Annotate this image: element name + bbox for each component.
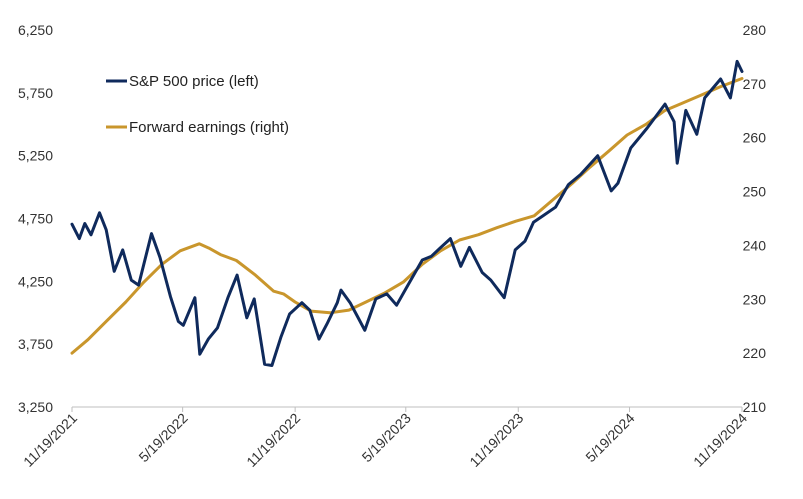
left-axis-ticks: 3,250 3,750 4,250 4,750 5,250 5,750 6,250 (18, 22, 53, 415)
left-tick-label: 5,250 (18, 148, 53, 164)
right-tick-label: 240 (743, 237, 767, 253)
left-tick-label: 6,250 (18, 22, 53, 38)
left-tick-label: 4,750 (18, 211, 53, 227)
x-tick-label: 5/19/2024 (582, 410, 638, 466)
x-tick-label: 11/19/2023 (466, 410, 526, 470)
right-tick-label: 250 (743, 184, 767, 200)
legend-label-sp500: S&P 500 price (left) (129, 73, 259, 90)
right-axis-ticks: 210 220 230 240 250 260 270 280 (743, 22, 767, 415)
left-tick-label: 5,750 (18, 85, 53, 101)
series-layer (70, 59, 744, 367)
x-tick-label: 5/19/2023 (359, 410, 415, 466)
x-tick-label: 5/19/2022 (135, 410, 191, 466)
forward-earnings-line (70, 77, 744, 355)
legend: S&P 500 price (left) Forward earnings (ri… (106, 73, 289, 136)
left-tick-label: 3,750 (18, 336, 53, 352)
sp500-price-line (70, 59, 744, 367)
x-tick-label: 11/19/2022 (243, 410, 303, 470)
left-tick-label: 3,250 (18, 399, 53, 415)
x-axis-ticks: 11/19/2021 5/19/2022 11/19/2022 5/19/2023 11… (20, 407, 750, 470)
right-tick-label: 210 (743, 399, 767, 415)
right-tick-label: 260 (743, 130, 767, 146)
legend-label-forward-earnings: Forward earnings (right) (129, 119, 289, 136)
right-tick-label: 270 (743, 76, 767, 92)
right-tick-label: 230 (743, 291, 767, 307)
right-tick-label: 220 (743, 345, 767, 361)
x-tick-label: 11/19/2021 (20, 410, 80, 470)
right-tick-label: 280 (743, 22, 767, 38)
x-tick-label: 11/19/2024 (690, 410, 750, 470)
left-tick-label: 4,250 (18, 273, 53, 289)
